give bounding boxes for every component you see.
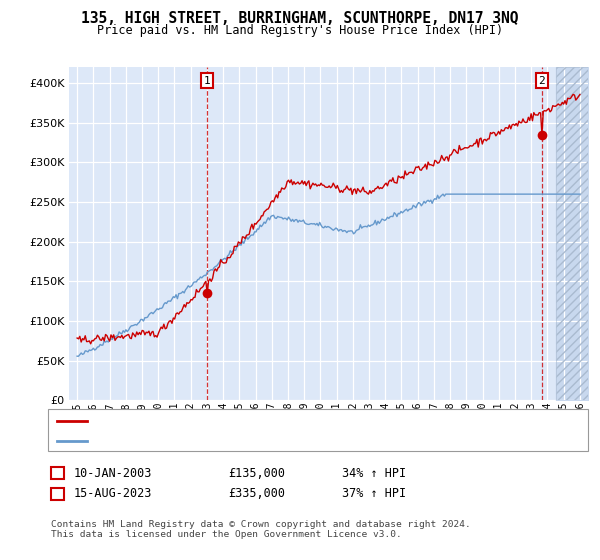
Text: Contains HM Land Registry data © Crown copyright and database right 2024.
This d: Contains HM Land Registry data © Crown c… bbox=[51, 520, 471, 539]
Text: 2: 2 bbox=[54, 487, 61, 501]
Text: 15-AUG-2023: 15-AUG-2023 bbox=[73, 487, 152, 501]
Text: 34% ↑ HPI: 34% ↑ HPI bbox=[342, 466, 406, 480]
Text: £335,000: £335,000 bbox=[228, 487, 285, 501]
Text: £135,000: £135,000 bbox=[228, 466, 285, 480]
Text: Price paid vs. HM Land Registry's House Price Index (HPI): Price paid vs. HM Land Registry's House … bbox=[97, 24, 503, 37]
Text: 1: 1 bbox=[204, 76, 211, 86]
Text: 37% ↑ HPI: 37% ↑ HPI bbox=[342, 487, 406, 501]
Text: HPI: Average price, detached house, North Lincolnshire: HPI: Average price, detached house, Nort… bbox=[93, 436, 431, 446]
Text: 10-JAN-2003: 10-JAN-2003 bbox=[73, 466, 152, 480]
Text: 135, HIGH STREET, BURRINGHAM, SCUNTHORPE, DN17 3NQ: 135, HIGH STREET, BURRINGHAM, SCUNTHORPE… bbox=[81, 11, 519, 26]
Text: 135, HIGH STREET, BURRINGHAM, SCUNTHORPE, DN17 3NQ (detached house): 135, HIGH STREET, BURRINGHAM, SCUNTHORPE… bbox=[93, 416, 512, 426]
Text: 1: 1 bbox=[54, 466, 61, 480]
Text: 2: 2 bbox=[539, 76, 545, 86]
